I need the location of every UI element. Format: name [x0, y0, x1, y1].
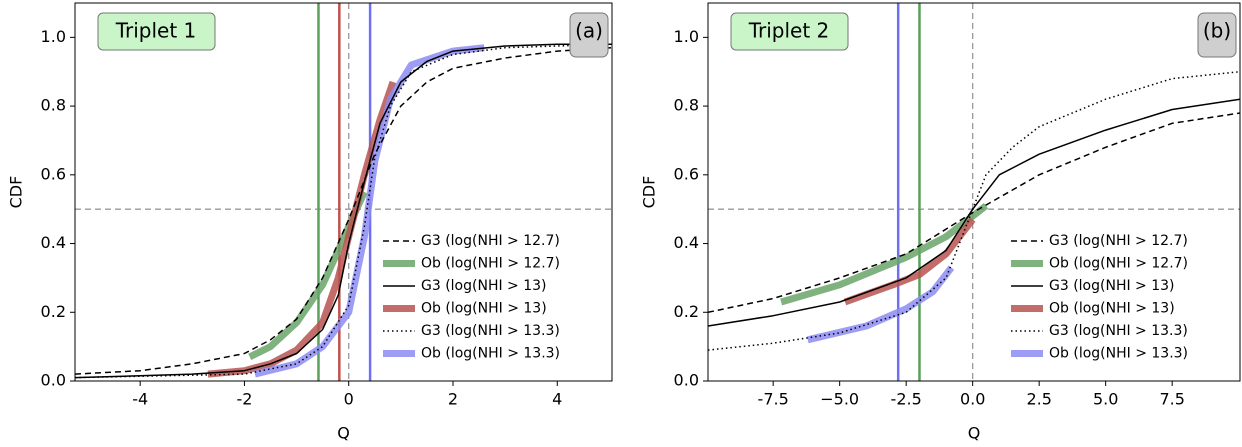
y-tick-label: 0.0 — [674, 371, 699, 390]
y-tick-label: 0.6 — [674, 164, 699, 183]
y-tick-label: 1.0 — [41, 27, 66, 46]
x-tick-label: −5.0 — [820, 390, 859, 409]
x-tick-label: -7.5 — [758, 390, 789, 409]
y-tick-label: 0.2 — [41, 302, 66, 321]
plot-area — [75, 3, 612, 381]
y-axis-label: CDF — [7, 176, 26, 209]
axes-frame — [74, 2, 613, 382]
cdf-line — [75, 46, 612, 375]
cdf-line — [843, 217, 976, 306]
legend-label: Ob (log(NHI > 13.3) — [1049, 346, 1188, 362]
legend-label: G3 (log(NHI > 13) — [1049, 278, 1175, 294]
x-tick-label: 7.5 — [1159, 390, 1184, 409]
y-tick-label: 0.0 — [41, 371, 66, 390]
y-tick-label: 0.6 — [41, 164, 66, 183]
legend-label: G3 (log(NHI > 13) — [421, 278, 547, 294]
legend-label: Ob (log(NHI > 12.7) — [1049, 256, 1188, 272]
cdf-line — [708, 112, 1240, 314]
x-tick-label: 4 — [552, 390, 562, 409]
x-tick-label: 0 — [344, 390, 354, 409]
x-tick-label: -2.5 — [891, 390, 922, 409]
x-axis-label: Q — [968, 424, 981, 443]
legend-label: Ob (log(NHI > 12.7) — [421, 256, 560, 272]
cdf-line — [75, 43, 612, 379]
legend-label: Ob (log(NHI > 13.3) — [421, 346, 560, 362]
y-tick-label: 0.8 — [41, 96, 66, 115]
y-tick-label: 0.2 — [674, 302, 699, 321]
x-axis-label: Q — [337, 424, 350, 443]
legend-label: G3 (log(NHI > 13.3) — [421, 323, 560, 339]
y-tick-label: 0.4 — [674, 233, 699, 252]
x-tick-label: 2 — [448, 390, 458, 409]
panel-label: (a) — [575, 19, 603, 43]
cdf-line — [708, 70, 1240, 351]
x-tick-label: -2 — [236, 390, 252, 409]
panel-label: (b) — [1203, 19, 1231, 43]
x-tick-label: 0.0 — [960, 390, 985, 409]
triplet-label: Triplet 2 — [748, 19, 830, 43]
axes-frame — [707, 2, 1241, 382]
y-tick-label: 0.4 — [41, 233, 66, 252]
legend-label: Ob (log(NHI > 13) — [1049, 301, 1175, 317]
legend-label: G3 (log(NHI > 12.7) — [421, 233, 560, 249]
plot-area — [708, 3, 1240, 381]
legend-label: G3 (log(NHI > 12.7) — [1049, 233, 1188, 249]
legend-label: G3 (log(NHI > 13.3) — [1049, 323, 1188, 339]
triplet-label: Triplet 1 — [115, 19, 197, 43]
legend-label: Ob (log(NHI > 13) — [421, 301, 547, 317]
x-tick-label: 2.5 — [1026, 390, 1051, 409]
x-tick-label: -4 — [132, 390, 148, 409]
panel-box — [569, 12, 609, 58]
y-tick-label: 0.8 — [674, 96, 699, 115]
panel-box — [1197, 12, 1237, 58]
label-box — [97, 12, 216, 51]
y-tick-label: 1.0 — [674, 27, 699, 46]
x-tick-label: 5.0 — [1093, 390, 1118, 409]
cdf-line — [254, 44, 485, 378]
cdf-line — [248, 190, 368, 361]
label-box — [730, 12, 849, 51]
y-axis-label: CDF — [640, 176, 659, 209]
cdf-line — [780, 202, 989, 306]
